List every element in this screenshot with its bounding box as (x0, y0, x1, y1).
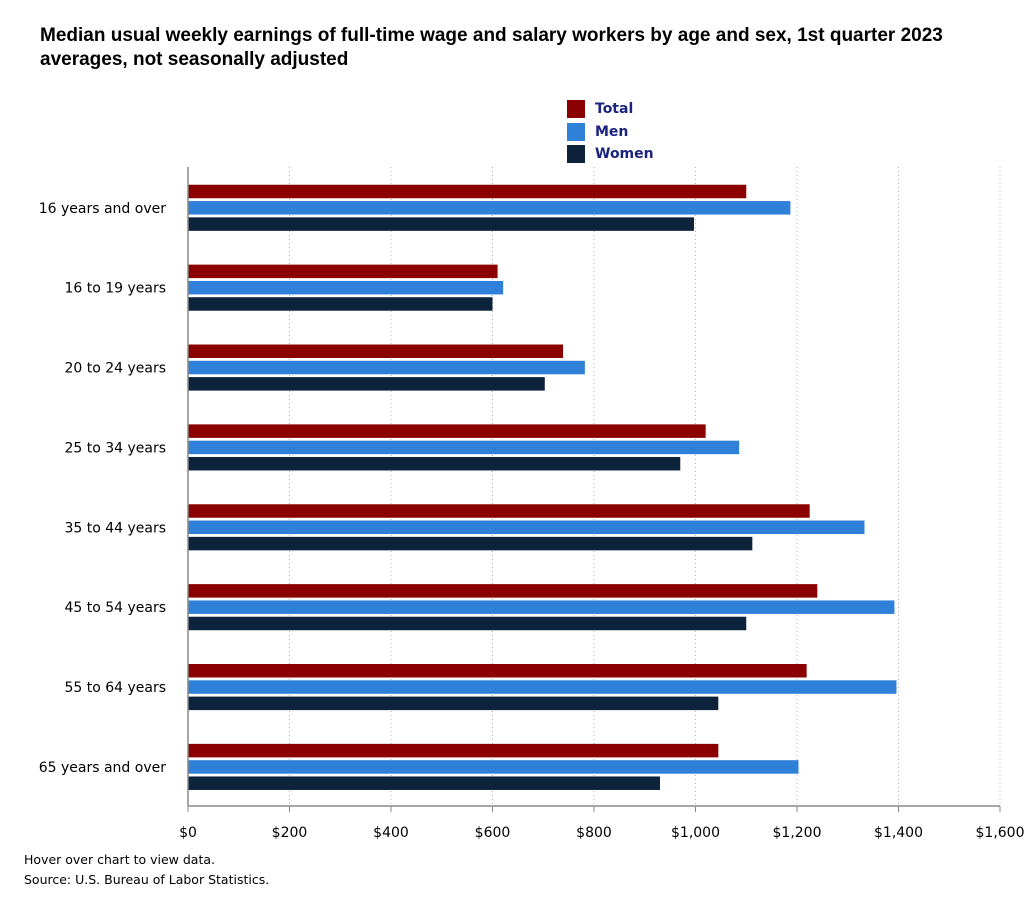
bar-men[interactable] (188, 360, 585, 375)
category-label: 65 years and over (39, 760, 166, 776)
legend-item-women[interactable]: Women (567, 143, 654, 166)
x-tick-label: $600 (475, 825, 511, 841)
bar-women[interactable] (188, 616, 747, 631)
category-label: 25 to 34 years (64, 440, 166, 456)
x-tick-label: $1,600 (976, 825, 1025, 841)
bar-total[interactable] (188, 264, 498, 279)
bar-women[interactable] (188, 456, 681, 471)
x-tick-label: $1,000 (671, 825, 720, 841)
bar-men[interactable] (188, 201, 791, 215)
bar-women[interactable] (188, 696, 719, 711)
legend-swatch-women (567, 145, 585, 164)
bar-total[interactable] (188, 424, 706, 438)
bar-total[interactable] (188, 344, 564, 359)
x-tick-label: $1,400 (874, 825, 923, 841)
legend-swatch-men (567, 122, 585, 141)
bar-men[interactable] (188, 680, 897, 694)
legend-item-total[interactable]: Total (567, 98, 654, 121)
legend-swatch-total (567, 100, 585, 119)
x-tick-label: $400 (373, 825, 409, 841)
chart-title: Median usual weekly earnings of full-tim… (40, 25, 943, 70)
bar-total[interactable] (188, 504, 810, 518)
category-label: 55 to 64 years (64, 680, 166, 696)
bar-men[interactable] (188, 760, 799, 774)
legend-label-women: Women (595, 146, 654, 163)
bar-total[interactable] (188, 743, 719, 758)
x-tick-label: $200 (272, 825, 308, 841)
hover-note: Hover over chart to view data. (24, 852, 215, 867)
bar-men[interactable] (188, 440, 740, 455)
category-label: 20 to 24 years (64, 361, 166, 377)
bar-total[interactable] (188, 584, 818, 598)
category-label: 16 years and over (39, 201, 166, 217)
x-tick-label: $800 (576, 825, 612, 841)
bar-women[interactable] (188, 217, 694, 231)
bar-total[interactable] (188, 664, 807, 678)
bar-women[interactable] (188, 297, 493, 311)
bar-women[interactable] (188, 377, 545, 391)
bar-men[interactable] (188, 520, 865, 535)
x-tick-label: $1,200 (773, 825, 822, 841)
legend-label-total: Total (595, 101, 634, 118)
source-note: Source: U.S. Bureau of Labor Statistics. (24, 872, 270, 887)
category-label: 35 to 44 years (64, 520, 166, 536)
bar-total[interactable] (188, 184, 747, 199)
x-tick-label: $0 (179, 825, 197, 841)
chart-legend: Total Men Women (567, 98, 654, 166)
bar-men[interactable] (188, 280, 504, 295)
bar-men[interactable] (188, 600, 895, 614)
legend-label-men: Men (595, 123, 629, 140)
bar-women[interactable] (188, 776, 660, 790)
category-label: 45 to 54 years (64, 600, 166, 616)
category-label: 16 to 19 years (64, 281, 166, 297)
legend-item-men[interactable]: Men (567, 121, 654, 144)
bar-women[interactable] (188, 536, 753, 551)
